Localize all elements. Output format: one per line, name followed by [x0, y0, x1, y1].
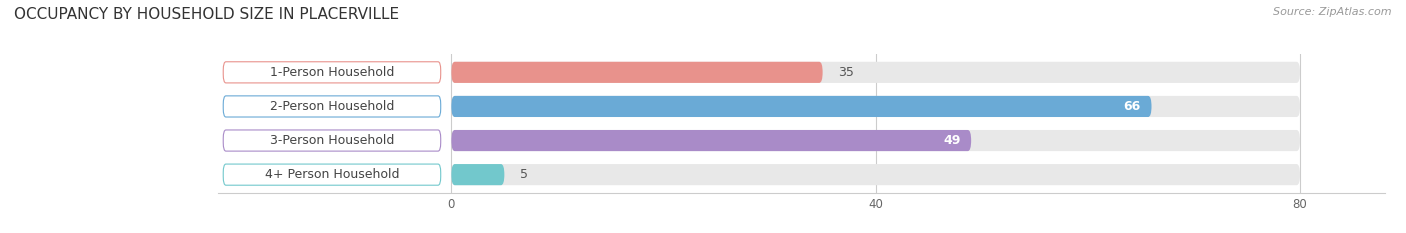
Text: OCCUPANCY BY HOUSEHOLD SIZE IN PLACERVILLE: OCCUPANCY BY HOUSEHOLD SIZE IN PLACERVIL…: [14, 7, 399, 22]
Text: 35: 35: [838, 66, 855, 79]
Text: 1-Person Household: 1-Person Household: [270, 66, 394, 79]
FancyBboxPatch shape: [451, 62, 1301, 83]
FancyBboxPatch shape: [451, 164, 1301, 185]
Text: 5: 5: [520, 168, 529, 181]
Text: 49: 49: [943, 134, 960, 147]
FancyBboxPatch shape: [224, 96, 440, 117]
FancyBboxPatch shape: [224, 130, 440, 151]
FancyBboxPatch shape: [451, 130, 972, 151]
FancyBboxPatch shape: [451, 62, 823, 83]
FancyBboxPatch shape: [451, 164, 505, 185]
FancyBboxPatch shape: [224, 164, 440, 185]
Text: Source: ZipAtlas.com: Source: ZipAtlas.com: [1274, 7, 1392, 17]
Text: 2-Person Household: 2-Person Household: [270, 100, 394, 113]
FancyBboxPatch shape: [224, 62, 440, 83]
FancyBboxPatch shape: [451, 96, 1301, 117]
Text: 4+ Person Household: 4+ Person Household: [264, 168, 399, 181]
FancyBboxPatch shape: [451, 96, 1152, 117]
Text: 66: 66: [1123, 100, 1140, 113]
Text: 3-Person Household: 3-Person Household: [270, 134, 394, 147]
FancyBboxPatch shape: [451, 130, 1301, 151]
